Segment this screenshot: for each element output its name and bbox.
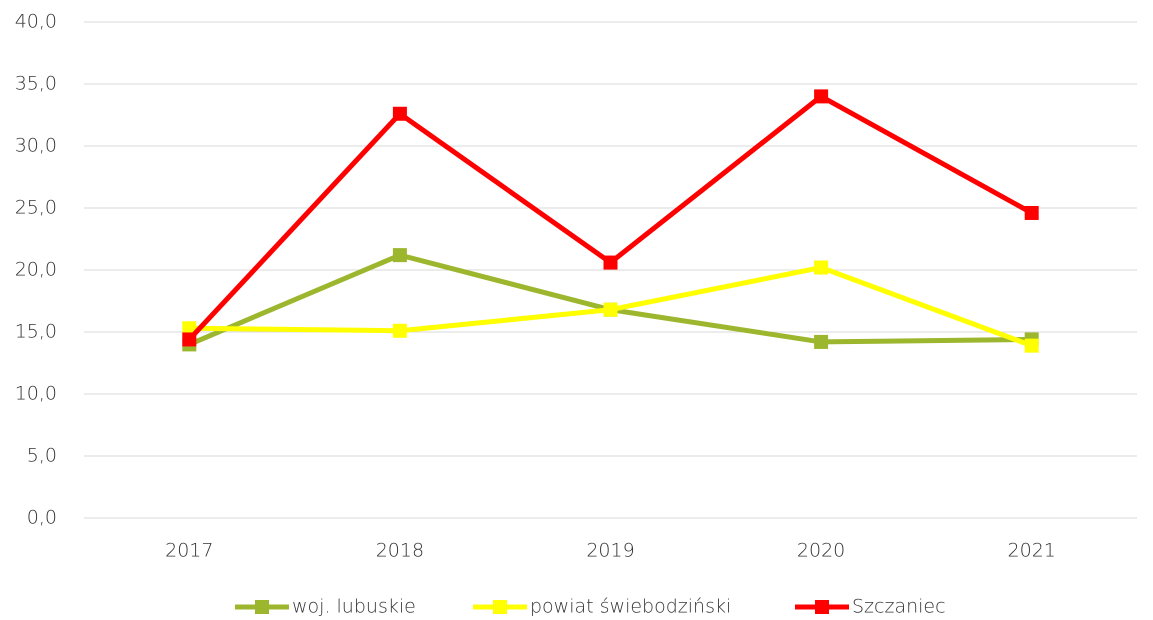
- x-tick-label: 2020: [797, 540, 845, 562]
- marker: [814, 260, 829, 275]
- y-tick-label: 0,0: [27, 507, 57, 529]
- marker: [1024, 338, 1039, 353]
- y-tick-label: 15,0: [15, 321, 57, 343]
- legend-label: woj. lubuskie: [292, 596, 416, 618]
- marker: [182, 332, 197, 347]
- y-tick-label: 30,0: [15, 135, 57, 157]
- legend-marker: [815, 600, 829, 614]
- x-tick-label: 2021: [1008, 540, 1056, 562]
- legend-marker: [255, 600, 269, 614]
- marker: [1024, 205, 1039, 220]
- y-tick-label: 35,0: [15, 73, 57, 95]
- x-tick-label: 2017: [165, 540, 213, 562]
- x-tick-label: 2019: [586, 540, 634, 562]
- y-tick-label: 5,0: [27, 445, 57, 467]
- x-tick-label: 2018: [376, 540, 424, 562]
- marker: [814, 334, 829, 349]
- marker: [182, 321, 197, 336]
- marker: [392, 106, 407, 121]
- y-tick-label: 20,0: [15, 259, 57, 281]
- marker: [603, 255, 618, 270]
- y-tick-label: 40,0: [15, 11, 57, 33]
- y-tick-label: 25,0: [15, 197, 57, 219]
- y-tick-label: 10,0: [15, 383, 57, 405]
- marker: [392, 323, 407, 338]
- legend-label: powiat świebodziński: [530, 596, 731, 618]
- marker: [814, 89, 829, 104]
- marker: [603, 302, 618, 317]
- marker: [392, 248, 407, 263]
- legend-label: Szczaniec: [852, 596, 946, 618]
- legend-marker: [493, 600, 507, 614]
